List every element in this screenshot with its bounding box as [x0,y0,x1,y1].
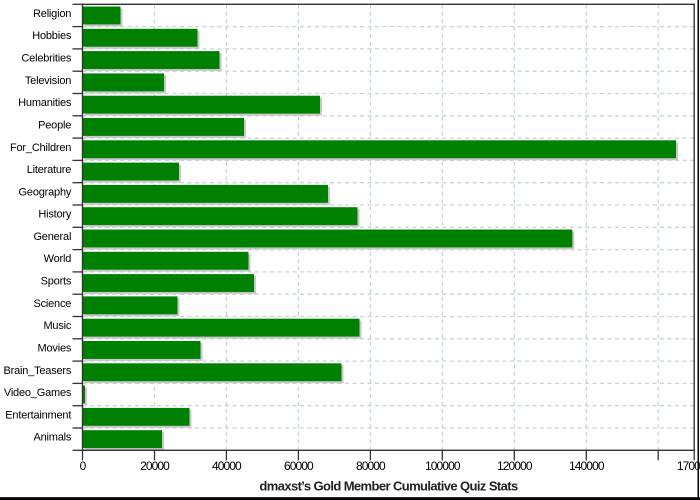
svg-text:Geography: Geography [19,186,72,198]
svg-text:Brain_Teasers: Brain_Teasers [3,365,71,377]
svg-text:120000: 120000 [497,459,533,473]
svg-text:Television: Television [25,75,71,87]
svg-text:dmaxst’s Gold Member Cumulativ: dmaxst’s Gold Member Cumulative Quiz Sta… [259,479,518,494]
svg-text:General: General [33,231,71,243]
svg-text:Video_Games: Video_Games [4,387,72,399]
svg-text:0: 0 [80,459,87,473]
svg-text:Celebrities: Celebrities [21,53,71,65]
svg-text:60000: 60000 [284,459,314,473]
svg-text:Hobbies: Hobbies [32,30,72,42]
svg-text:People: People [38,119,71,131]
svg-text:Music: Music [43,320,71,332]
svg-text:100000: 100000 [425,459,461,473]
svg-text:170000: 170000 [677,459,700,473]
svg-text:Animals: Animals [33,432,71,444]
svg-text:80000: 80000 [356,459,386,473]
svg-text:20000: 20000 [140,459,170,473]
svg-text:40000: 40000 [212,459,242,473]
svg-text:Science: Science [33,298,71,310]
svg-text:Sports: Sports [41,276,72,288]
svg-text:Literature: Literature [27,164,72,176]
svg-text:For_Children: For_Children [10,142,71,154]
svg-text:Religion: Religion [33,8,71,20]
svg-text:Humanities: Humanities [18,97,72,109]
svg-text:Entertainment: Entertainment [5,409,71,421]
svg-text:History: History [38,209,72,221]
svg-text:140000: 140000 [569,459,605,473]
svg-text:World: World [44,253,72,265]
svg-text:Movies: Movies [38,342,72,354]
